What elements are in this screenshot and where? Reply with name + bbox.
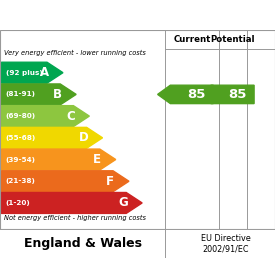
Polygon shape bbox=[1, 149, 116, 170]
Text: (55-68): (55-68) bbox=[6, 135, 36, 141]
Text: 85: 85 bbox=[228, 88, 246, 101]
Text: F: F bbox=[106, 175, 114, 188]
Polygon shape bbox=[1, 192, 142, 213]
Text: 85: 85 bbox=[187, 88, 205, 101]
Text: Current: Current bbox=[173, 35, 210, 44]
Polygon shape bbox=[1, 171, 129, 192]
Text: EU Directive
2002/91/EC: EU Directive 2002/91/EC bbox=[201, 234, 250, 253]
Polygon shape bbox=[199, 85, 254, 104]
Text: (1-20): (1-20) bbox=[6, 200, 30, 206]
Polygon shape bbox=[1, 127, 103, 148]
Text: (21-38): (21-38) bbox=[6, 178, 35, 184]
Text: (69-80): (69-80) bbox=[6, 113, 36, 119]
Polygon shape bbox=[1, 84, 76, 105]
Text: England & Wales: England & Wales bbox=[23, 237, 142, 250]
Text: (39-54): (39-54) bbox=[6, 157, 35, 163]
Text: G: G bbox=[119, 196, 128, 209]
Text: (81-91): (81-91) bbox=[6, 91, 35, 98]
Text: B: B bbox=[53, 88, 62, 101]
Polygon shape bbox=[1, 62, 63, 83]
Text: Not energy efficient - higher running costs: Not energy efficient - higher running co… bbox=[4, 215, 146, 221]
Text: C: C bbox=[66, 110, 75, 123]
Text: Energy Efficiency Rating: Energy Efficiency Rating bbox=[36, 8, 239, 23]
Text: (92 plus): (92 plus) bbox=[6, 70, 42, 76]
Text: Very energy efficient - lower running costs: Very energy efficient - lower running co… bbox=[4, 50, 146, 56]
Text: Potential: Potential bbox=[210, 35, 255, 44]
Text: D: D bbox=[79, 131, 89, 144]
Polygon shape bbox=[1, 106, 89, 127]
Text: A: A bbox=[40, 66, 49, 79]
Text: E: E bbox=[93, 153, 101, 166]
Polygon shape bbox=[158, 85, 213, 104]
